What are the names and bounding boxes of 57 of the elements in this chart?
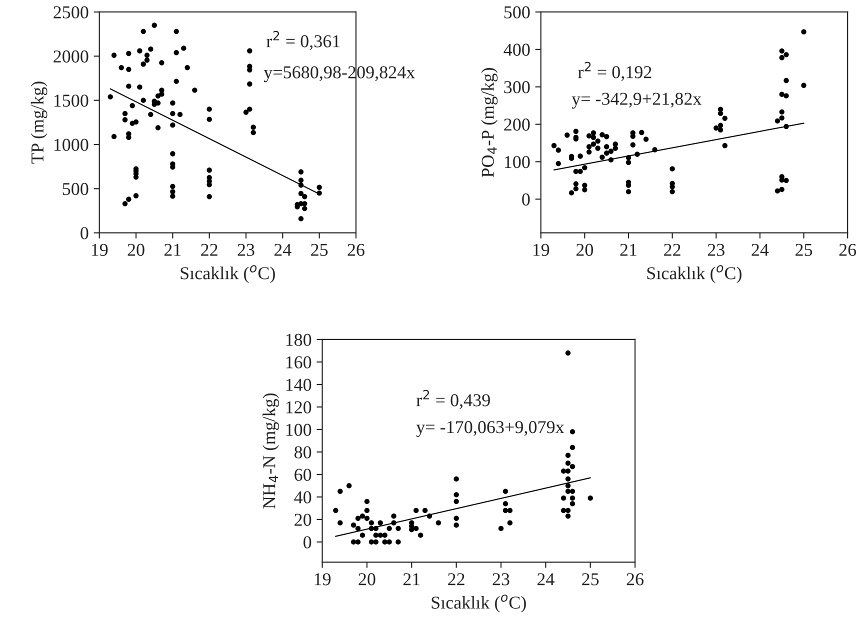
x-tick-label: 22	[448, 573, 464, 586]
y-tick-label: 400	[504, 44, 530, 56]
x-tick-label: 20	[576, 244, 594, 256]
y-tick-label: 500	[62, 182, 88, 196]
x-tick-label: 20	[358, 573, 376, 586]
x-axis-title: Sıcaklık ($^{o}$C)	[180, 265, 275, 284]
x-tick-label: 25	[311, 244, 328, 256]
y-tick-label: 80	[294, 446, 312, 458]
x-tick-label: 19	[314, 573, 331, 586]
y-tick-label: 140	[286, 378, 312, 391]
x-tick-label: 25	[796, 244, 812, 256]
y-tick-label: 180	[286, 334, 312, 346]
y-tick-label: 100	[504, 156, 530, 168]
x-tick-label: 23	[708, 244, 724, 256]
x-tick-label: 22	[201, 244, 218, 256]
y-tick-label: 500	[504, 6, 530, 18]
y-axis-title: NH$_{4}$-N (mg/kg)	[262, 393, 280, 509]
x-axis-title: Sıcaklık ($^{o}$C)	[647, 265, 742, 284]
y-tick-label: 100	[286, 424, 312, 436]
x-tick-label: 21	[620, 244, 636, 256]
x-tick-label: 21	[164, 244, 181, 256]
y-tick-label: 0	[522, 193, 530, 206]
y-axis-title: TP (mg/kg)	[30, 82, 48, 164]
y-tick-label: 1000	[54, 138, 88, 151]
y-tick-label: 60	[294, 468, 312, 481]
x-axis-title: Sıcaklık ($^{o}$C)	[432, 594, 526, 612]
annotation: r$^{2}$ = 0,439	[416, 390, 490, 409]
y-tick-label: 1500	[54, 94, 88, 107]
x-tick-label: 25	[582, 573, 599, 586]
annotation: r$^{2}$ = 0,361	[266, 30, 340, 50]
y-tick-label: 0	[304, 536, 312, 548]
x-tick-label: 19	[533, 244, 550, 256]
x-tick-label: 24	[274, 244, 292, 256]
x-tick-label: 23	[238, 244, 254, 256]
x-tick-label: 21	[403, 573, 420, 586]
x-tick-label: 24	[537, 573, 554, 586]
y-tick-label: 0	[80, 227, 88, 240]
x-tick-label: 23	[492, 573, 510, 586]
annotation: y= -170,063+9,079x	[416, 421, 564, 437]
x-tick-label: 20	[128, 244, 144, 256]
y-tick-label: 40	[294, 491, 312, 504]
y-tick-label: 20	[294, 514, 312, 526]
x-tick-label: 19	[92, 244, 108, 256]
y-tick-label: 2000	[54, 50, 88, 63]
annotation: r$^{2}$ = 0,192	[578, 62, 652, 81]
x-tick-label: 26	[839, 244, 856, 256]
y-axis-title: PO$_{4}$-P (mg/kg)	[481, 68, 498, 178]
y-tick-label: 120	[286, 401, 312, 414]
y-tick-label: 160	[286, 356, 312, 368]
x-tick-label: 26	[626, 573, 644, 586]
y-tick-label: 300	[504, 81, 530, 94]
x-tick-label: 26	[348, 244, 364, 256]
annotation: y= -342,9+21,82x	[572, 92, 702, 109]
x-tick-label: 24	[752, 244, 769, 256]
y-tick-label: 2500	[54, 6, 88, 18]
y-tick-label: 200	[504, 118, 530, 131]
x-tick-label: 22	[664, 244, 680, 256]
